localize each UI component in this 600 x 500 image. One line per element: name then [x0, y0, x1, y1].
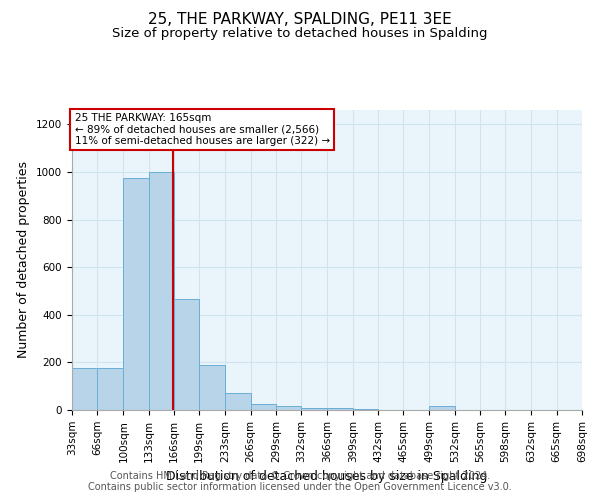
Bar — [72, 368, 97, 410]
Bar — [226, 394, 251, 410]
Bar — [174, 300, 199, 410]
Text: 25 THE PARKWAY: 165sqm
← 89% of detached houses are smaller (2,566)
11% of semi-: 25 THE PARKWAY: 165sqm ← 89% of detached… — [74, 113, 329, 146]
Bar — [124, 178, 149, 410]
Bar — [199, 365, 226, 410]
Bar — [251, 404, 276, 410]
Bar — [276, 406, 301, 410]
Text: 25, THE PARKWAY, SPALDING, PE11 3EE: 25, THE PARKWAY, SPALDING, PE11 3EE — [148, 12, 452, 28]
X-axis label: Distribution of detached houses by size in Spalding: Distribution of detached houses by size … — [166, 470, 488, 483]
Bar — [430, 406, 455, 410]
Bar — [353, 409, 378, 410]
Y-axis label: Number of detached properties: Number of detached properties — [17, 162, 31, 358]
Bar — [301, 408, 328, 410]
Text: Contains HM Land Registry data © Crown copyright and database right 2024.
Contai: Contains HM Land Registry data © Crown c… — [88, 471, 512, 492]
Bar — [97, 368, 124, 410]
Bar — [328, 408, 353, 410]
Bar — [149, 172, 174, 410]
Text: Size of property relative to detached houses in Spalding: Size of property relative to detached ho… — [112, 28, 488, 40]
